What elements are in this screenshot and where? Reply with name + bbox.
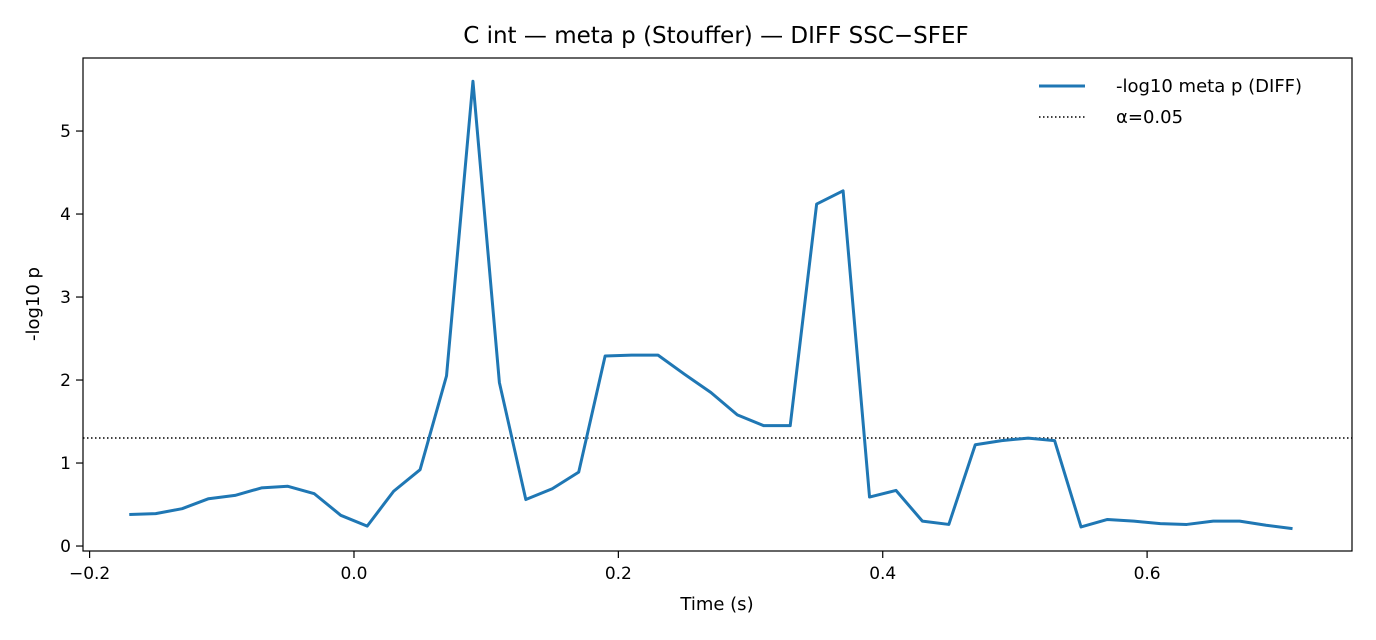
legend: -log10 meta p (DIFF) α=0.05 [1039, 76, 1302, 128]
y-axis-label: -log10 p [23, 267, 44, 341]
x-tick-label: 0.0 [340, 564, 367, 584]
x-axis-label: Time (s) [679, 594, 753, 615]
x-tick-label: 0.4 [869, 564, 896, 584]
y-tick-label: 3 [60, 288, 71, 308]
x-tick-label: 0.6 [1134, 564, 1161, 584]
chart-title: C int — meta p (Stouffer) — DIFF SSC−SFE… [463, 23, 969, 49]
x-tick-label: −0.2 [69, 564, 110, 584]
y-tick-label: 0 [60, 537, 71, 557]
x-tick-label: 0.2 [605, 564, 632, 584]
legend-label-series: -log10 meta p (DIFF) [1116, 76, 1302, 97]
y-tick-label: 4 [60, 205, 71, 225]
legend-label-alpha: α=0.05 [1116, 107, 1183, 128]
y-tick-label: 5 [60, 122, 71, 142]
x-axis: −0.2 0.0 0.2 0.4 0.6 [69, 551, 1161, 584]
plot-frame [82, 57, 1353, 552]
y-tick-label: 1 [60, 454, 71, 474]
series-line [129, 79, 1293, 531]
plot-area [83, 79, 1352, 531]
y-axis: 0 1 2 3 4 5 [60, 122, 83, 557]
y-tick-label: 2 [60, 371, 71, 391]
